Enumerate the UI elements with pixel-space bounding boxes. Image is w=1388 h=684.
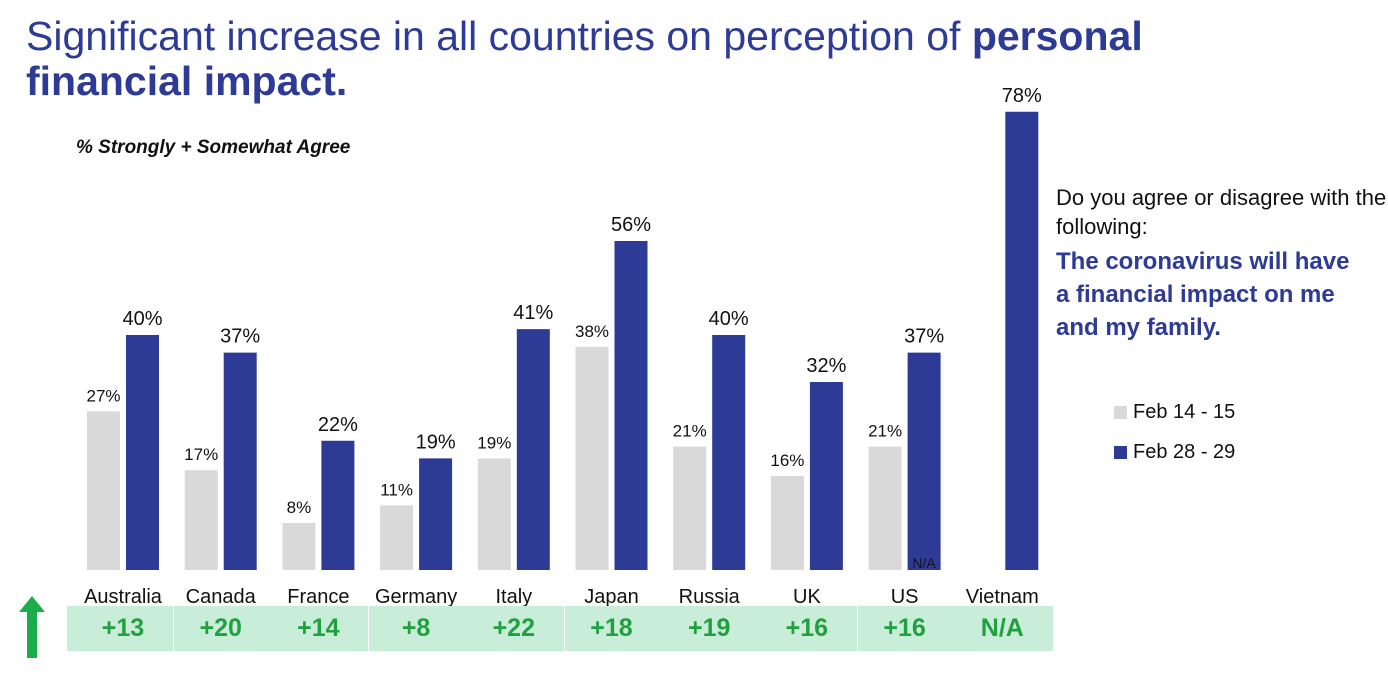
title-bold: personal financial impact. xyxy=(26,13,1143,104)
change-value-germany: +8 xyxy=(401,614,431,642)
chart-subtitle: % Strongly + Somewhat Agree xyxy=(76,137,351,158)
title-regular: Significant increase in all countries on… xyxy=(26,13,972,59)
band-divider xyxy=(368,606,370,651)
legend-label-feb14: Feb 14 - 15 xyxy=(1133,400,1236,423)
data-label-uk-series2: 32% xyxy=(806,355,846,377)
change-value-vietnam: N/A xyxy=(980,614,1024,642)
data-label-france-series1: 8% xyxy=(287,498,312,517)
data-label-italy-series1: 19% xyxy=(477,433,511,452)
change-value-canada: +20 xyxy=(199,614,242,642)
legend-label-feb28: Feb 28 - 29 xyxy=(1133,440,1236,463)
data-label-japan-series1: 38% xyxy=(575,322,609,341)
change-value-uk: +16 xyxy=(785,614,829,642)
bar-canada-series1 xyxy=(184,470,218,570)
change-value-italy: +22 xyxy=(492,614,535,642)
bar-russia-series1 xyxy=(673,446,707,570)
data-label-italy-series2: 41% xyxy=(513,302,553,324)
x-tick-label-us: US xyxy=(891,586,919,608)
data-label-russia-series2: 40% xyxy=(709,308,749,330)
bar-australia-series1 xyxy=(87,411,120,570)
data-label-germany-series2: 19% xyxy=(416,431,456,453)
bar-us-series1 xyxy=(868,446,902,570)
x-tick-label-vietnam: Vietnam xyxy=(966,586,1039,608)
change-value-france: +14 xyxy=(297,614,340,642)
bar-russia-series2 xyxy=(712,335,746,570)
question-statement: The coronavirus will have a financial im… xyxy=(1056,248,1350,341)
data-label-canada-series1: 17% xyxy=(184,445,218,464)
data-label-japan-series2: 56% xyxy=(611,214,651,236)
bar-us-series2 xyxy=(907,352,941,570)
legend-swatch-feb28 xyxy=(1114,445,1127,459)
data-label-us-series1: 21% xyxy=(868,422,902,441)
change-band xyxy=(67,606,1053,651)
question-intro: Do you agree or disagree with the follow… xyxy=(1056,185,1387,239)
change-value-australia: +13 xyxy=(101,614,145,642)
band-divider xyxy=(856,606,858,651)
chart-legend: Feb 14 - 15 Feb 28 - 29 xyxy=(1114,398,1235,478)
bar-italy-series2 xyxy=(516,329,550,570)
data-label-uk-series1: 16% xyxy=(770,451,804,470)
change-value-japan: +18 xyxy=(590,614,633,642)
data-label-germany-series1: 11% xyxy=(380,480,413,499)
data-label-australia-series2: 40% xyxy=(122,308,162,330)
legend-item-feb28: Feb 28 - 29 xyxy=(1114,438,1235,466)
bar-australia-series2 xyxy=(126,335,159,570)
x-tick-label-france: France xyxy=(287,586,349,608)
data-label-australia-series1: 27% xyxy=(86,386,120,405)
bar-canada-series2 xyxy=(223,352,257,570)
bar-uk-series1 xyxy=(770,476,804,570)
band-divider xyxy=(563,606,565,651)
bar-japan-series1 xyxy=(575,346,609,570)
change-value-us: +16 xyxy=(883,614,926,642)
annotation-us: N/A xyxy=(912,555,936,571)
bar-france-series2 xyxy=(321,440,355,570)
data-label-us-series2: 37% xyxy=(904,326,944,348)
x-tick-label-australia: Australia xyxy=(84,586,163,608)
bar-france-series1 xyxy=(282,523,316,570)
bar-chart: 27% 40% Australia 17% 37% Canada 8% 22% France 11… xyxy=(84,85,1042,608)
x-tick-label-italy: Italy xyxy=(495,586,532,608)
bar-germany-series2 xyxy=(419,458,453,570)
x-tick-label-canada: Canada xyxy=(186,586,257,608)
change-value-russia: +19 xyxy=(687,614,731,642)
band-divider xyxy=(172,606,174,651)
x-tick-label-russia: Russia xyxy=(679,586,741,608)
bar-vietnam-series2 xyxy=(1005,111,1039,570)
bar-germany-series1 xyxy=(380,505,414,570)
data-label-france-series2: 22% xyxy=(318,414,358,436)
page-title: Significant increase in all countries on… xyxy=(26,14,1266,104)
up-arrow-icon xyxy=(19,596,45,658)
data-label-canada-series2: 37% xyxy=(220,326,260,348)
bar-uk-series2 xyxy=(809,382,843,570)
legend-swatch-feb14 xyxy=(1114,405,1127,419)
bar-japan-series2 xyxy=(614,241,648,570)
question-box: Do you agree or disagree with the follow… xyxy=(1056,183,1388,344)
x-tick-label-japan: Japan xyxy=(584,586,639,608)
legend-item-feb14: Feb 14 - 15 xyxy=(1114,398,1235,426)
data-label-russia-series1: 21% xyxy=(673,422,707,441)
bar-italy-series1 xyxy=(477,458,511,570)
x-tick-label-germany: Germany xyxy=(375,586,457,608)
data-label-vietnam-series2: 78% xyxy=(1002,85,1042,107)
x-tick-label-uk: UK xyxy=(793,586,821,608)
